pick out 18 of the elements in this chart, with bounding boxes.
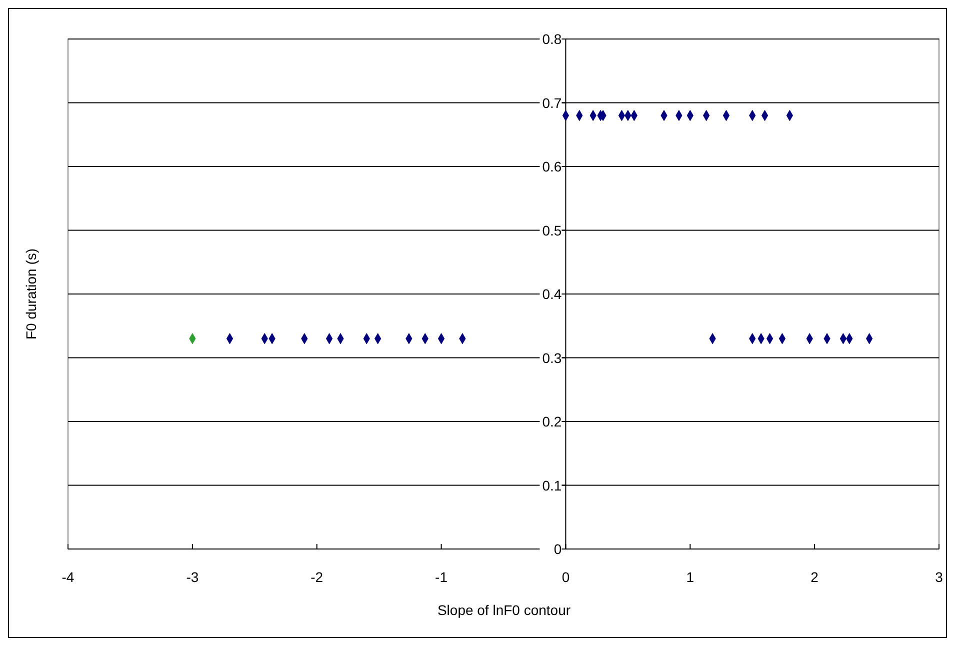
y-tick-label: 0 [554,541,562,557]
y-tick-label: 0.7 [542,94,562,111]
x-tick-label: 3 [935,569,944,585]
x-tick-label: -2 [310,569,324,585]
x-tick-label: -1 [435,569,448,585]
x-tick-label: 2 [810,569,819,585]
x-tick-label: -4 [62,569,74,585]
y-axis-title: F0 duration (s) [23,248,39,340]
y-tick-label: 0.1 [542,477,562,494]
x-tick-label: -3 [186,569,199,585]
y-tick-label: 0.2 [542,414,562,430]
y-tick-label: 0.4 [542,286,562,302]
y-tick-label: 0.6 [542,158,562,174]
y-tick-label: 0.3 [542,350,562,366]
x-tick-label: 1 [686,569,694,585]
x-axis-title: Slope of lnF0 contour [437,602,571,618]
y-tick-label: 0.8 [542,31,562,47]
y-tick-label: 0.5 [542,222,562,238]
